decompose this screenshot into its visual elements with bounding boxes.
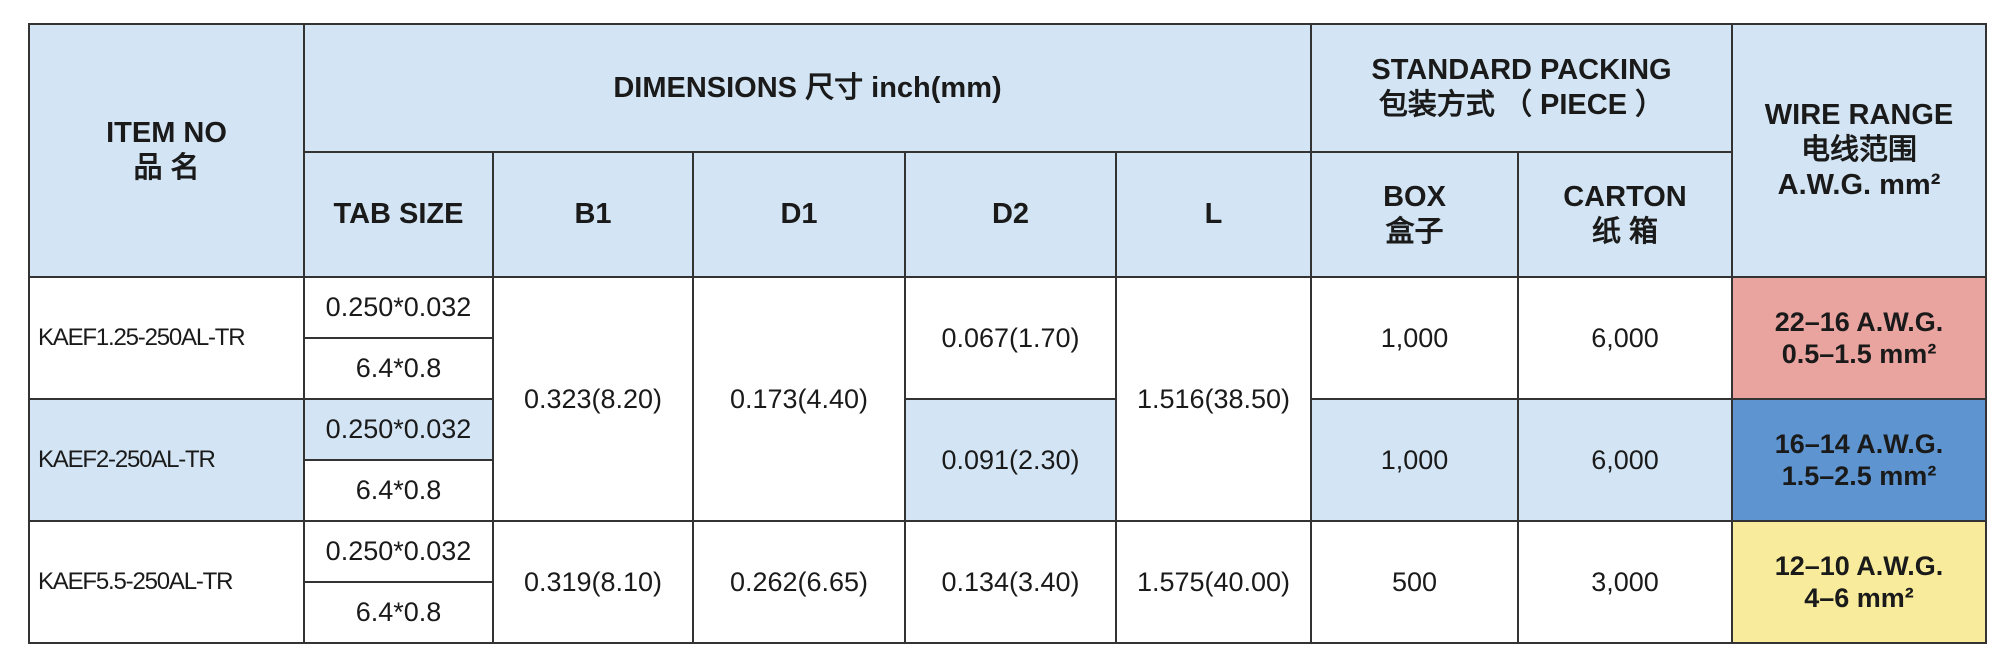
item-no: KAEF2-250AL-TR	[28, 398, 305, 522]
header-text: 纸 箱	[1591, 215, 1659, 248]
wire-text: 12–10 A.W.G.	[1774, 550, 1944, 581]
header-cell: TAB SIZE	[303, 151, 494, 278]
data-row: 6.4*0.8	[29, 581, 1986, 644]
header-text: WIRE RANGE	[1764, 99, 1954, 132]
l: 1.575(40.00)	[1115, 520, 1312, 644]
carton: 6,000	[1516, 276, 1734, 400]
header-row: ITEM NO 品 名 DIMENSIONS 尺寸 inch(mm) STANDA…	[28, 23, 1988, 278]
tab-size: 0.250*0.032	[303, 398, 494, 461]
tab-size: 6.4*0.8	[303, 581, 494, 644]
header-text: 电线范围	[1801, 134, 1918, 167]
header-cell: ITEM NO 品 名	[28, 23, 305, 278]
wire-text: 16–14 A.W.G.	[1774, 428, 1944, 459]
box: 1,000	[1310, 398, 1519, 522]
header-cell: BOX 盒子	[1310, 151, 1519, 278]
header-row: TAB SIZE B1 D1 D2 L BOX 盒子 CARTON 纸 箱	[29, 151, 1986, 278]
header-cell: D2	[904, 151, 1117, 278]
header-text: 品 名	[133, 151, 200, 184]
header-cell: B1	[492, 151, 694, 278]
data-row: 6.4*0.8	[29, 459, 1986, 522]
data-row: KAEF2-250AL-TR 0.250*0.032 0.091(2.30) 1…	[28, 398, 1988, 522]
wire-text: 0.5–1.5 mm²	[1781, 339, 1937, 369]
header-cell: WIRE RANGE 电线范围 A.W.G. mm²	[1731, 23, 1988, 278]
b1: 0.319(8.10)	[492, 520, 694, 644]
header-text: STANDARD PACKING	[1371, 54, 1672, 87]
header-cell: DIMENSIONS 尺寸 inch(mm)	[303, 23, 1312, 153]
wire-range: 22–16 A.W.G. 0.5–1.5 mm²	[1731, 276, 1988, 400]
item-no: KAEF5.5-250AL-TR	[28, 520, 305, 644]
data-row: 6.4*0.8	[29, 337, 1986, 400]
header-text: ITEM NO	[106, 116, 227, 149]
header-cell: D1	[692, 151, 906, 278]
tab-size: 0.250*0.032	[303, 276, 494, 339]
d2: 0.134(3.40)	[904, 520, 1117, 644]
header-cell: STANDARD PACKING 包装方式 （ PIECE ）	[1309, 23, 1734, 153]
spec-table: ITEM NO 品 名 DIMENSIONS 尺寸 inch(mm) STANDA…	[28, 23, 1988, 644]
header-cell: CARTON 纸 箱	[1516, 151, 1734, 278]
wire-text: 4–6 mm²	[1804, 583, 1914, 613]
tab-size: 0.250*0.032	[303, 520, 494, 583]
item-no: KAEF1.25-250AL-TR	[28, 276, 305, 400]
wire-range: 16–14 A.W.G. 1.5–2.5 mm²	[1731, 398, 1988, 522]
d2: 0.091(2.30)	[904, 398, 1117, 522]
header-text: 包装方式 （ PIECE ）	[1378, 89, 1665, 121]
b1: 0.323(8.20)	[492, 276, 694, 522]
box: 500	[1310, 520, 1519, 644]
header-cell: L	[1115, 151, 1312, 278]
header-text: 盒子	[1385, 215, 1444, 248]
header-text: CARTON	[1563, 180, 1687, 213]
carton: 3,000	[1516, 520, 1734, 644]
box: 1,000	[1310, 276, 1519, 400]
wire-text: 22–16 A.W.G.	[1774, 306, 1944, 337]
data-row: KAEF5.5-250AL-TR 0.250*0.032 0.319(8.10)…	[28, 520, 1988, 644]
d1: 0.262(6.65)	[692, 520, 906, 644]
d1: 0.173(4.40)	[692, 276, 906, 522]
data-row: KAEF1.25-250AL-TR 0.250*0.032 0.323(8.20…	[28, 276, 1988, 522]
wire-range: 12–10 A.W.G. 4–6 mm²	[1731, 520, 1988, 644]
l: 1.516(38.50)	[1115, 276, 1312, 522]
header-text: A.W.G. mm²	[1777, 168, 1941, 201]
tab-size: 6.4*0.8	[303, 459, 494, 522]
wire-text: 1.5–2.5 mm²	[1781, 461, 1937, 491]
tab-size: 6.4*0.8	[303, 337, 494, 400]
carton: 6,000	[1516, 398, 1734, 522]
d2: 0.067(1.70)	[904, 276, 1117, 400]
header-text: BOX	[1383, 180, 1446, 213]
